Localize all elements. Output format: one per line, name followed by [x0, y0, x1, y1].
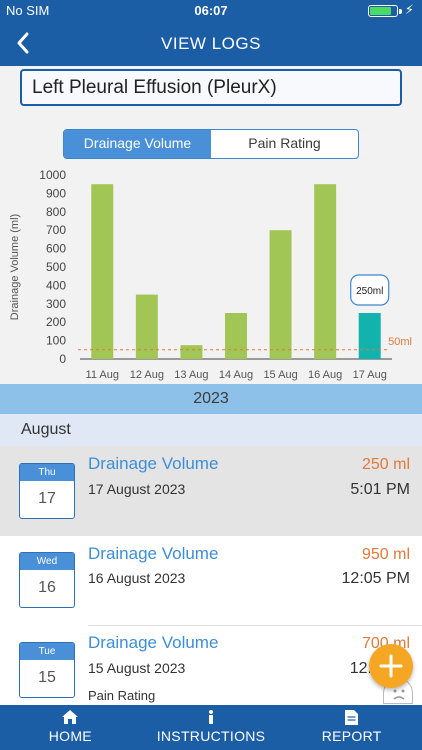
list-item[interactable]: Thu 17 Drainage Volume 17 August 2023 25… — [0, 446, 422, 536]
document-icon — [345, 710, 359, 725]
bar — [180, 345, 203, 359]
tab-home[interactable]: HOME — [0, 705, 141, 750]
add-log-button[interactable] — [369, 644, 413, 688]
entry-value: 950 ml — [361, 546, 410, 563]
y-tick-label: 300 — [46, 297, 66, 311]
weekday-label: Tue — [20, 643, 74, 660]
value-callout — [350, 274, 390, 306]
value-callout-label: 250ml — [356, 286, 383, 297]
month-header: August — [0, 414, 422, 446]
y-axis-label: Drainage Volume (ml) — [9, 214, 21, 320]
x-tick-label: 17 Aug — [353, 369, 387, 381]
entry-time: 12:05 PM — [341, 570, 410, 587]
battery-icon — [368, 5, 402, 17]
weekday-label: Wed — [20, 553, 74, 570]
day-number: 16 — [38, 579, 56, 596]
x-tick-label: 15 Aug — [263, 369, 297, 381]
x-tick-label: 11 Aug — [86, 369, 119, 381]
entry-name: Drainage Volume — [88, 454, 219, 473]
y-tick-label: 500 — [46, 260, 66, 274]
tab-label: REPORT — [321, 728, 382, 744]
log-list: Thu 17 Drainage Volume 17 August 2023 25… — [0, 446, 422, 705]
battery-fill — [370, 7, 391, 15]
log-name-field[interactable]: Left Pleural Effusion (PleurX) — [20, 69, 402, 106]
back-button[interactable] — [10, 28, 38, 58]
bar — [358, 313, 381, 359]
calendar-icon: Thu 17 — [19, 463, 75, 519]
entry-date: 16 August 2023 — [88, 570, 186, 586]
plus-icon — [379, 654, 403, 678]
entry-time: 12: — [349, 660, 372, 677]
year-header: 2023 — [0, 384, 422, 414]
entry-name: Drainage Volume — [88, 633, 219, 652]
x-tick-label: 12 Aug — [130, 369, 164, 381]
status-bar: No SIM 06:07 ⚡ — [0, 0, 422, 22]
carrier-label: No SIM — [6, 3, 50, 18]
bar — [135, 294, 158, 359]
page-title: VIEW LOGS — [161, 34, 261, 53]
charging-icon: ⚡ — [404, 2, 414, 17]
segment-drainage-volume[interactable]: Drainage Volume — [64, 130, 211, 158]
segment-pain-rating[interactable]: Pain Rating — [248, 135, 321, 151]
home-icon — [62, 710, 79, 724]
y-tick-label: 100 — [46, 334, 66, 348]
entry-date: 15 August 2023 — [88, 660, 186, 676]
y-tick-label: 200 — [46, 315, 66, 329]
tab-label: HOME — [48, 728, 92, 744]
y-tick-label: 1000 — [39, 168, 66, 182]
y-tick-label: 600 — [46, 242, 66, 256]
calendar-icon: Tue 15 — [19, 642, 75, 698]
nav-bar: VIEW LOGS — [0, 22, 422, 66]
info-icon — [209, 710, 213, 724]
entry-name: Drainage Volume — [88, 544, 219, 563]
divider — [88, 625, 422, 626]
day-number: 15 — [38, 669, 56, 686]
y-tick-label: 0 — [59, 352, 66, 366]
y-tick-label: 700 — [46, 223, 66, 237]
x-tick-label: 13 Aug — [174, 369, 208, 381]
tab-report[interactable]: REPORT — [281, 705, 422, 750]
entry-subtitle: Pain Rating — [88, 688, 156, 703]
chevron-left-icon — [17, 32, 29, 54]
x-tick-label: 14 Aug — [219, 369, 253, 381]
bar — [225, 313, 247, 359]
weekday-label: Thu — [20, 464, 74, 481]
day-number: 17 — [38, 490, 56, 507]
tab-label: INSTRUCTIONS — [156, 728, 266, 744]
y-tick-label: 800 — [46, 205, 66, 219]
bar — [314, 184, 337, 359]
list-item[interactable]: Wed 16 Drainage Volume 16 August 2023 95… — [0, 536, 422, 626]
clock: 06:07 — [194, 3, 228, 18]
threshold-label: 50ml — [388, 336, 412, 348]
list-item[interactable]: Tue 15 Drainage Volume 15 August 2023 70… — [0, 626, 422, 705]
x-tick-label: 16 Aug — [308, 369, 342, 381]
bar — [269, 230, 292, 359]
tab-instructions[interactable]: INSTRUCTIONS — [141, 705, 282, 750]
tab-bar: HOME INSTRUCTIONS REPORT — [0, 705, 422, 750]
y-tick-label: 400 — [46, 278, 66, 292]
drainage-bar-chart: Drainage Volume (ml) 0 100 200 300 400 500 600 7… — [9, 168, 412, 381]
calendar-icon: Wed 16 — [19, 552, 75, 608]
entry-date: 17 August 2023 — [88, 481, 186, 497]
y-tick-label: 900 — [46, 186, 66, 200]
chart-type-segmented-control: Drainage Volume Pain Rating — [63, 129, 359, 159]
bar — [91, 184, 114, 359]
entry-time: 5:01 PM — [350, 481, 410, 498]
entry-value: 250 ml — [361, 456, 410, 473]
